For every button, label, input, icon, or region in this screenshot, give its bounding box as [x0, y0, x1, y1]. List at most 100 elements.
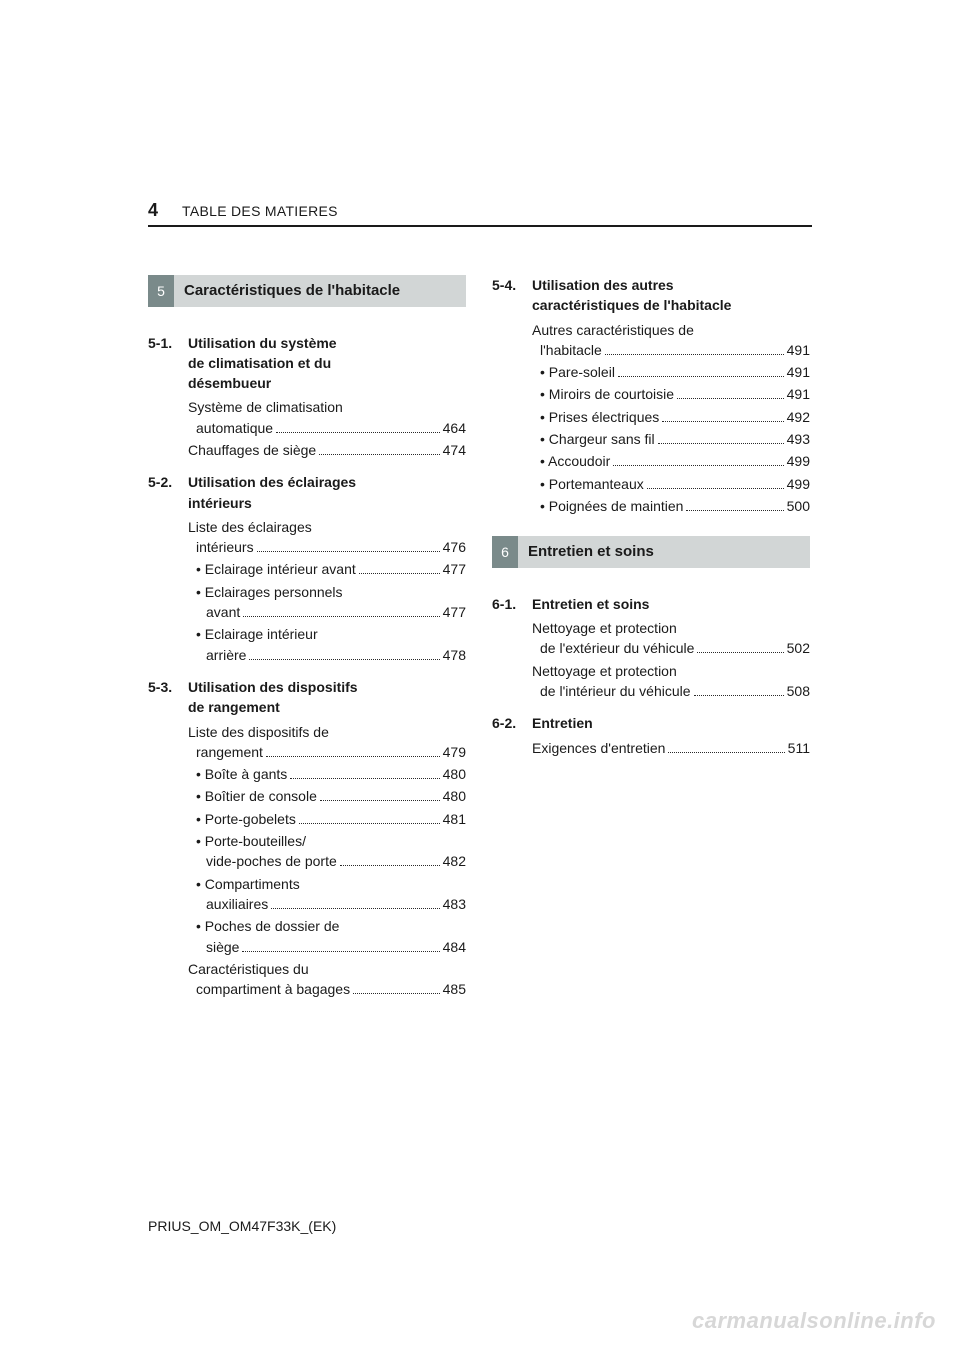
section-title: Entretien	[532, 713, 810, 733]
toc-label: • Eclairages personnels	[196, 582, 466, 602]
section-body: Utilisation du système de climatisation …	[188, 333, 466, 463]
toc-label: intérieurs	[196, 537, 254, 557]
section-body: Utilisation des dispositifs de rangement…	[188, 677, 466, 1001]
toc-label: automatique	[196, 418, 273, 438]
toc-label: Liste des dispositifs de	[188, 722, 466, 742]
section-5-2: 5-2. Utilisation des éclairages intérieu…	[148, 472, 466, 667]
toc-item: Système de climatisation automatique 464	[188, 397, 466, 438]
toc-label: • Porte-bouteilles/	[196, 831, 466, 851]
section-title-line: Utilisation du système	[188, 335, 337, 351]
section-title: Utilisation du système de climatisation …	[188, 333, 466, 394]
toc-label: l'habitacle	[540, 340, 602, 360]
section-number: 6-2.	[492, 713, 532, 760]
toc-page: 499	[787, 474, 810, 494]
toc-line: • Boîte à gants 480	[188, 764, 466, 784]
footer-code: PRIUS_OM_OM47F33K_(EK)	[148, 1218, 336, 1234]
toc-label: • Eclairage intérieur avant	[196, 559, 356, 579]
section-5-1: 5-1. Utilisation du système de climatisa…	[148, 333, 466, 463]
toc-page: 500	[787, 496, 810, 516]
chapter-6-title: Entretien et soins	[518, 536, 810, 568]
toc-label: rangement	[196, 742, 263, 762]
toc-line: • Eclairage intérieur avant 477	[188, 559, 466, 579]
toc-line: • Chargeur sans fil 493	[532, 429, 810, 449]
toc-page: 477	[443, 559, 466, 579]
section-title-line: Utilisation des éclairages	[188, 474, 356, 490]
toc-label: Autres caractéristiques de	[532, 320, 810, 340]
toc-line: siège 484	[196, 937, 466, 957]
toc-line: • Accoudoir 499	[532, 451, 810, 471]
columns: 5 Caractéristiques de l'habitacle 5-1. U…	[148, 275, 812, 1005]
toc-line: • Poignées de maintien 500	[532, 496, 810, 516]
toc-label: siège	[206, 937, 239, 957]
toc-dots	[686, 510, 783, 511]
section-body: Entretien et soins Nettoyage et protecti…	[532, 594, 810, 703]
toc-label: • Poignées de maintien	[540, 496, 683, 516]
toc-dots	[290, 778, 439, 779]
section-body: Utilisation des éclairages intérieurs Li…	[188, 472, 466, 667]
toc-line: • Porte-gobelets 481	[188, 809, 466, 829]
toc-line: automatique 464	[188, 418, 466, 438]
toc-item: • Eclairage intérieur arrière 478	[188, 624, 466, 665]
toc-dots	[271, 908, 439, 909]
toc-item: Caractéristiques du compartiment à bagag…	[188, 959, 466, 1000]
section-number: 6-1.	[492, 594, 532, 703]
chapter-5-title: Caractéristiques de l'habitacle	[174, 275, 466, 307]
toc-line: • Pare-soleil 491	[532, 362, 810, 382]
toc-page: 493	[787, 429, 810, 449]
watermark: carmanualsonline.info	[692, 1308, 936, 1334]
toc-label: auxiliaires	[206, 894, 268, 914]
toc-line: de l'extérieur du véhicule 502	[532, 638, 810, 658]
section-title: Utilisation des dispositifs de rangement	[188, 677, 466, 718]
toc-dots	[605, 354, 784, 355]
toc-page: 482	[443, 851, 466, 871]
toc-page: 480	[443, 786, 466, 806]
toc-page: 499	[787, 451, 810, 471]
section-title-line: de climatisation et du	[188, 355, 331, 371]
section-title: Utilisation des autres caractéristiques …	[532, 275, 810, 316]
toc-label: • Miroirs de courtoisie	[540, 384, 674, 404]
left-column: 5 Caractéristiques de l'habitacle 5-1. U…	[148, 275, 466, 1005]
toc-dots	[658, 443, 784, 444]
toc-dots	[243, 616, 439, 617]
toc-line: Exigences d'entretien 511	[532, 738, 810, 758]
toc-item: Liste des éclairages intérieurs 476	[188, 517, 466, 558]
toc-page: 480	[443, 764, 466, 784]
section-body: Utilisation des autres caractéristiques …	[532, 275, 810, 518]
toc-line: rangement 479	[188, 742, 466, 762]
toc-dots	[320, 800, 440, 801]
toc-item: • Compartiments auxiliaires 483	[188, 874, 466, 915]
toc-label: compartiment à bagages	[196, 979, 350, 999]
toc-line: intérieurs 476	[188, 537, 466, 557]
section-title-line: Utilisation des autres	[532, 277, 674, 293]
toc-page: 484	[443, 937, 466, 957]
toc-dots	[276, 432, 440, 433]
toc-line: arrière 478	[196, 645, 466, 665]
toc-line: vide-poches de porte 482	[196, 851, 466, 871]
page: 4 TABLE DES MATIERES 5 Caractéristiques …	[0, 0, 960, 1358]
toc-label: • Boîte à gants	[196, 764, 287, 784]
toc-dots	[242, 951, 439, 952]
toc-line: avant 477	[196, 602, 466, 622]
toc-dots	[340, 865, 440, 866]
toc-dots	[359, 573, 440, 574]
toc-item: • Porte-bouteilles/ vide-poches de porte…	[188, 831, 466, 872]
toc-page: 491	[787, 384, 810, 404]
toc-page: 502	[787, 638, 810, 658]
toc-label: Exigences d'entretien	[532, 738, 665, 758]
toc-page: 464	[443, 418, 466, 438]
toc-dots	[618, 376, 784, 377]
toc-dots	[299, 823, 440, 824]
toc-line: • Boîtier de console 480	[188, 786, 466, 806]
toc-dots	[668, 752, 784, 753]
section-title: Utilisation des éclairages intérieurs	[188, 472, 466, 513]
section-title-line: désembueur	[188, 375, 271, 391]
toc-label: vide-poches de porte	[206, 851, 337, 871]
toc-dots	[249, 659, 439, 660]
section-title-line: intérieurs	[188, 495, 252, 511]
toc-dots	[697, 652, 783, 653]
toc-item: • Poches de dossier de siège 484	[188, 916, 466, 957]
toc-page: 483	[443, 894, 466, 914]
toc-dots	[647, 488, 784, 489]
toc-label: Nettoyage et protection	[532, 661, 810, 681]
toc-item: • Eclairages personnels avant 477	[188, 582, 466, 623]
